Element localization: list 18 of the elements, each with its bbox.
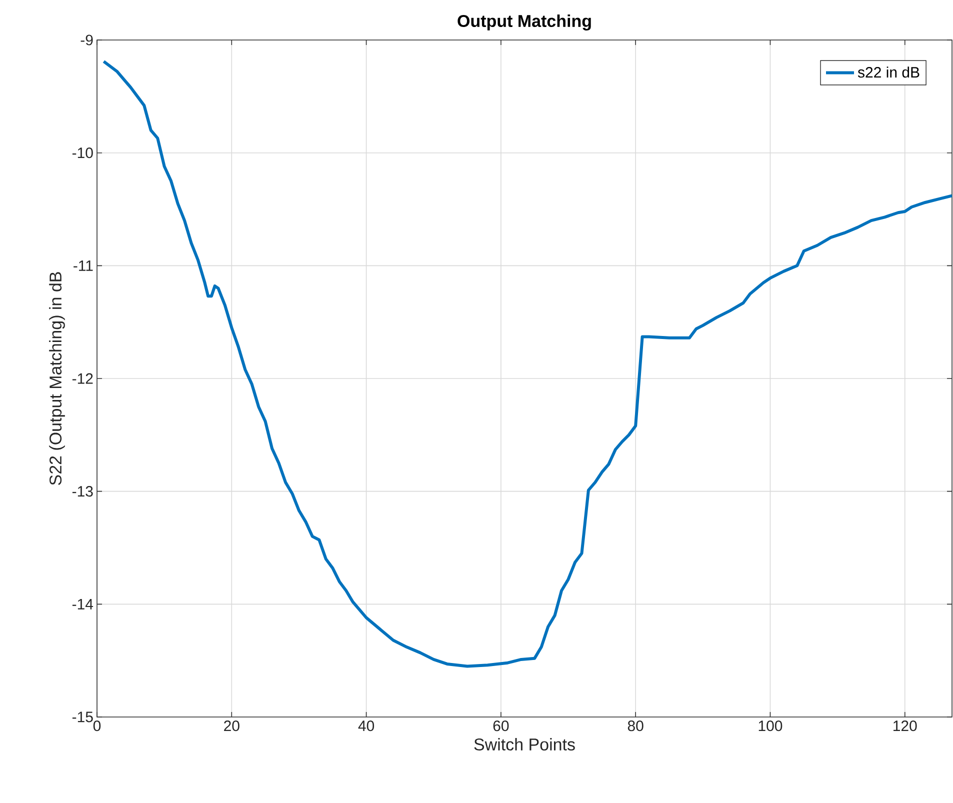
x-tick-label: 80 <box>628 720 644 732</box>
y-tick-label: -14 <box>72 599 94 610</box>
x-axis-title: Switch Points <box>474 738 575 751</box>
x-tick-label: 20 <box>224 720 240 732</box>
legend-label: s22 in dB <box>858 66 920 78</box>
chart-title: Output Matching <box>458 14 591 30</box>
y-tick-label: -11 <box>74 260 93 271</box>
y-tick-label: -13 <box>72 486 93 497</box>
x-tick-label: 100 <box>758 720 782 732</box>
x-tick-label: 40 <box>358 720 374 732</box>
y-axis-title: S22 (Output Matching) in dB <box>49 272 65 485</box>
y-tick-label: -12 <box>72 373 93 384</box>
y-tick-label: -9 <box>80 34 93 46</box>
x-tick-label: 0 <box>93 720 101 732</box>
y-tick-label: -15 <box>72 712 93 722</box>
x-tick-label: 120 <box>894 720 917 732</box>
y-tick-label: -10 <box>72 148 93 158</box>
x-tick-label: 60 <box>493 720 509 732</box>
